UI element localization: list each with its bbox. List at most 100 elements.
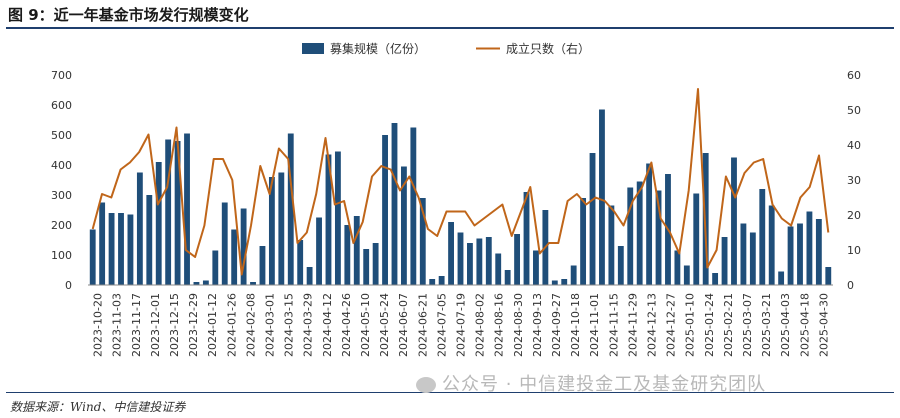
bar — [778, 271, 785, 285]
bar — [589, 153, 596, 285]
y-right-tick-label: 50 — [847, 104, 861, 117]
bar — [297, 240, 304, 285]
x-tick-label: 2023-12-15 — [168, 293, 181, 357]
x-tick-label: 2024-11-15 — [607, 293, 620, 357]
bar — [165, 139, 172, 285]
legend-bar-swatch — [302, 43, 324, 54]
y-right-tick-label: 40 — [847, 139, 861, 152]
y-left-tick-label: 700 — [51, 69, 72, 82]
bar-series — [89, 109, 832, 285]
bar — [457, 232, 464, 285]
x-tick-label: 2024-05-24 — [378, 293, 391, 357]
x-tick-label: 2025-04-18 — [798, 293, 811, 357]
x-tick-label: 2024-03-29 — [302, 293, 315, 357]
bar — [504, 270, 511, 285]
y-right-tick-label: 20 — [847, 209, 861, 222]
bar — [608, 205, 615, 285]
bar — [825, 267, 832, 285]
x-tick-label: 2024-01-12 — [206, 293, 219, 357]
bar — [353, 216, 360, 285]
x-tick-label: 2024-08-16 — [493, 293, 506, 357]
y-left-tick-label: 300 — [51, 189, 72, 202]
bar — [787, 226, 794, 285]
bar — [325, 154, 332, 285]
y-right-tick-label: 10 — [847, 244, 861, 257]
bar — [683, 265, 690, 285]
bar — [400, 166, 407, 285]
x-tick-label: 2024-02-08 — [244, 293, 257, 357]
bar — [476, 238, 483, 285]
y-right-tick-label: 30 — [847, 174, 861, 187]
legend-bar-label: 募集规模（亿份） — [330, 41, 426, 56]
title-rule — [6, 27, 894, 29]
y-left-tick-label: 600 — [51, 99, 72, 112]
bar — [108, 213, 115, 285]
bar — [580, 198, 587, 285]
bar — [174, 141, 181, 285]
y-right-tick-label: 60 — [847, 69, 861, 82]
x-tick-label: 2024-06-21 — [416, 293, 429, 357]
y-left-tick-label: 100 — [51, 249, 72, 262]
bar — [655, 190, 662, 285]
bar — [118, 213, 124, 285]
x-tick-label: 2024-07-19 — [455, 293, 468, 357]
bar — [693, 193, 700, 285]
bar — [259, 246, 266, 285]
x-axis-ticks: 2023-10-20 2023-11-03 2023-11-17 2023-12-01… — [92, 293, 831, 357]
bar — [768, 205, 775, 285]
x-tick-label: 2024-09-27 — [550, 293, 563, 357]
x-tick-label: 2023-10-20 — [92, 293, 105, 357]
bar — [495, 253, 502, 285]
legend-line-label: 成立只数（右） — [506, 41, 590, 56]
y-left-tick-label: 400 — [51, 159, 72, 172]
source-note: 数据来源：Wind、中信建投证券 — [10, 400, 186, 414]
x-tick-label: 2025-03-21 — [760, 293, 773, 357]
x-tick-label: 2023-11-17 — [130, 293, 143, 357]
bar — [278, 172, 285, 285]
bar — [570, 265, 577, 285]
bar — [146, 195, 153, 285]
bar — [306, 267, 313, 285]
bar — [617, 246, 624, 285]
x-tick-label: 2024-12-13 — [646, 293, 659, 357]
y-axis-left: 0 100 200 300 400 500 600 700 — [51, 69, 72, 292]
x-tick-label: 2023-11-03 — [111, 293, 124, 357]
x-tick-label: 2024-06-07 — [397, 293, 410, 357]
bar — [467, 243, 473, 285]
bar — [448, 222, 454, 285]
x-tick-label: 2023-12-01 — [149, 293, 162, 357]
bar — [740, 223, 747, 285]
x-tick-label: 2024-08-30 — [512, 293, 525, 357]
bar — [636, 181, 643, 285]
x-tick-label: 2025-01-24 — [703, 293, 716, 357]
bar — [240, 208, 247, 285]
bar — [797, 223, 803, 285]
bar — [250, 282, 256, 285]
bar — [815, 219, 822, 285]
bar — [759, 189, 766, 285]
bottom-rule — [6, 392, 894, 393]
x-tick-label: 2024-07-05 — [435, 293, 448, 357]
bar — [419, 198, 426, 285]
watermark: 公众号 · 中信建投金工及基金研究团队 — [416, 370, 766, 396]
x-tick-label: 2024-04-12 — [321, 293, 334, 357]
x-tick-label: 2024-11-29 — [626, 293, 639, 357]
bar — [363, 249, 370, 285]
bar — [212, 250, 219, 285]
bar — [221, 202, 228, 285]
legend: 募集规模（亿份） 成立只数（右） — [302, 41, 590, 56]
x-tick-label: 2024-03-01 — [264, 293, 277, 357]
x-tick-label: 2025-04-30 — [817, 293, 830, 357]
bar — [627, 187, 634, 285]
bar — [391, 123, 398, 285]
x-tick-label: 2024-10-18 — [569, 293, 582, 357]
bar — [712, 273, 719, 285]
bar — [155, 162, 162, 285]
x-tick-label: 2025-01-10 — [684, 293, 697, 357]
x-tick-label: 2024-05-10 — [359, 293, 372, 357]
bar — [89, 229, 96, 285]
bar — [127, 214, 134, 285]
y-left-tick-label: 200 — [51, 219, 72, 232]
bar — [410, 127, 417, 285]
